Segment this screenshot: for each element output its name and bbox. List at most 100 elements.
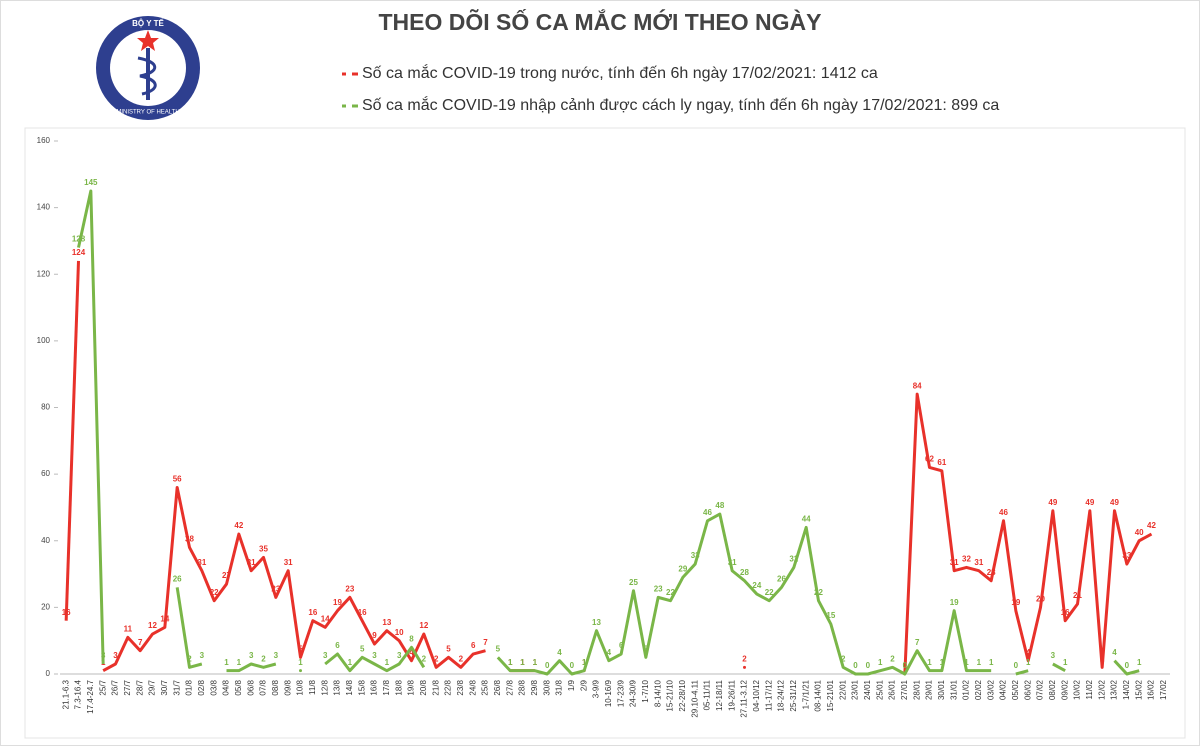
- x-tick-label: 04/02: [999, 679, 1008, 700]
- value-label: 48: [715, 501, 724, 510]
- series-line: [903, 392, 1153, 675]
- x-tick-label: 03/02: [986, 679, 995, 700]
- value-label: 46: [999, 508, 1008, 517]
- value-label: 6: [471, 641, 476, 650]
- value-label: 84: [913, 381, 922, 390]
- x-tick-label: 25/8: [481, 679, 490, 695]
- series-line: [77, 189, 105, 665]
- value-label: 28: [740, 568, 749, 577]
- value-label: 5: [446, 644, 451, 653]
- x-tick-label: 10-16/9: [604, 679, 613, 707]
- series-line: [226, 662, 277, 673]
- value-label: 46: [703, 508, 712, 517]
- value-label: 28: [987, 568, 996, 577]
- value-label: 2: [841, 654, 846, 663]
- x-tick-label: 3-9/9: [592, 679, 601, 698]
- x-tick-label: 15/8: [357, 679, 366, 695]
- x-tick-label: 29/7: [148, 679, 157, 695]
- x-tick-label: 08/8: [271, 679, 280, 695]
- x-tick-label: 31/01: [949, 679, 958, 700]
- value-label: 0: [1014, 661, 1019, 670]
- value-label: 145: [84, 178, 98, 187]
- x-tick-label: 22-28/10: [678, 679, 687, 711]
- value-label: 1: [348, 658, 353, 667]
- value-label: 14: [160, 614, 169, 623]
- x-tick-label: 18/8: [394, 679, 403, 695]
- value-label: 0: [903, 661, 908, 670]
- series-line: [175, 587, 203, 669]
- x-tick-label: 07/02: [1036, 679, 1045, 700]
- x-tick-label: 28/01: [912, 679, 921, 700]
- value-label: 22: [765, 588, 774, 597]
- x-tick-label: 31/8: [555, 679, 564, 695]
- value-label: 3: [323, 651, 328, 660]
- value-label: 12: [148, 621, 157, 630]
- value-label: 1: [520, 658, 525, 667]
- x-tick-label: 26/8: [493, 679, 502, 695]
- x-tick-label: 19/8: [407, 679, 416, 695]
- value-label: 0: [866, 661, 871, 670]
- value-label: 1: [927, 658, 932, 667]
- value-label: 1: [989, 658, 994, 667]
- value-label: 31: [950, 558, 959, 567]
- value-label: 32: [962, 555, 971, 564]
- value-label: 1: [1137, 658, 1142, 667]
- value-label: 2: [261, 654, 266, 663]
- x-tick-label: 05-11/11: [703, 679, 712, 710]
- value-label: 4: [409, 648, 414, 657]
- value-label: 7: [483, 638, 488, 647]
- value-label: 31: [284, 558, 293, 567]
- logo: BỘ Y TẾ MINISTRY OF HEALTH: [96, 16, 200, 120]
- value-label: 42: [1147, 521, 1156, 530]
- value-label: 1: [224, 658, 229, 667]
- series-line: [496, 512, 992, 676]
- x-tick-label: 30/8: [542, 679, 551, 695]
- series-line: [102, 485, 486, 672]
- chart-title: THEO DÕI SỐ CA MẮC MỚI THEO NGÀY: [379, 8, 822, 35]
- x-tick-label: 02/8: [197, 679, 206, 695]
- value-label: 1: [508, 658, 513, 667]
- x-tick-label: 30/7: [160, 679, 169, 695]
- value-label: 124: [72, 248, 86, 257]
- x-tick-label: 02/02: [974, 679, 983, 700]
- x-tick-label: 29/01: [925, 679, 934, 700]
- value-label: 14: [321, 614, 330, 623]
- value-label: 1: [533, 658, 538, 667]
- value-label: 20: [1036, 594, 1045, 603]
- x-tick-label: 01/8: [185, 679, 194, 695]
- series-line: [1113, 659, 1140, 676]
- value-label: 0: [570, 661, 575, 670]
- series-line: [64, 260, 80, 621]
- value-label: 4: [607, 648, 612, 657]
- value-label: 0: [1125, 661, 1130, 670]
- value-label: 1: [977, 658, 982, 667]
- value-label: 33: [691, 551, 700, 560]
- x-tick-label: 24-30/9: [629, 679, 638, 707]
- x-tick-label: 07/8: [259, 679, 268, 695]
- value-label: 21: [1073, 591, 1082, 600]
- y-tick-label: 160: [37, 136, 51, 145]
- value-label: 4: [1112, 648, 1117, 657]
- series-line: [1052, 662, 1066, 672]
- x-tick-label: 8-14/10: [653, 679, 662, 707]
- x-tick-label: 12/02: [1097, 679, 1106, 700]
- x-tick-label: 28/8: [518, 679, 527, 695]
- value-label: 26: [173, 574, 182, 583]
- x-tick-label: 04/8: [222, 679, 231, 695]
- value-label: 1: [237, 658, 242, 667]
- value-label: 4: [1026, 648, 1031, 657]
- legend-marker: [342, 72, 346, 76]
- value-label: 1: [533, 658, 538, 667]
- value-label: 27: [222, 571, 231, 580]
- value-label: 29: [678, 565, 687, 574]
- value-label: 7: [138, 638, 143, 647]
- value-label: 0: [545, 661, 550, 670]
- x-tick-label: 12-18/11: [715, 679, 724, 711]
- value-label: 1: [940, 658, 945, 667]
- x-tick-label: 24/01: [863, 679, 872, 700]
- value-label: 12: [419, 621, 428, 630]
- x-tick-label: 14/02: [1122, 679, 1131, 700]
- value-label: 3: [1051, 651, 1056, 660]
- value-label: 8: [409, 634, 414, 643]
- series-line: [324, 645, 426, 673]
